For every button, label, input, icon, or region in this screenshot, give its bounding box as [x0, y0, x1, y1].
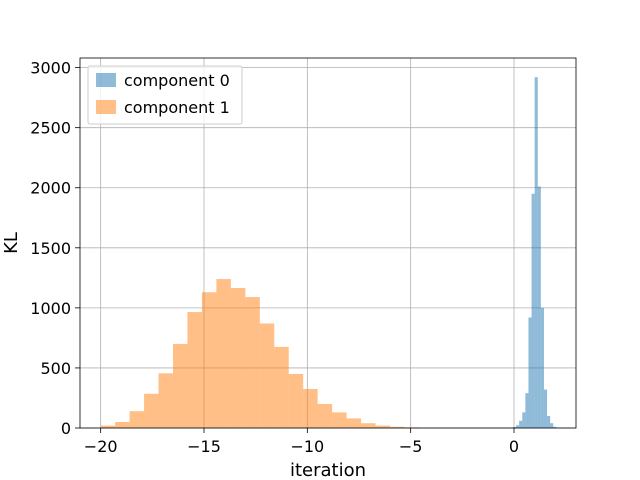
legend-label-component-0: component 0	[124, 71, 230, 90]
bar-series-0-bin-12	[550, 423, 554, 428]
bars	[100, 77, 557, 429]
y-tick-label: 3000	[30, 59, 71, 78]
y-tick-label: 500	[40, 359, 71, 378]
bar-series-1-bin-18	[361, 423, 376, 428]
x-tick-label: −20	[84, 437, 118, 456]
legend-swatch-component-1	[96, 100, 116, 114]
bar-series-0-bin-8	[537, 186, 541, 428]
bar-series-1-bin-6	[187, 312, 202, 428]
bar-series-0-bin-2	[519, 420, 523, 428]
legend-label-component-1: component 1	[124, 98, 230, 117]
x-tick-label: −5	[399, 437, 423, 456]
bar-series-1-bin-17	[346, 418, 362, 428]
x-tick-label: −15	[187, 437, 221, 456]
bar-series-1-bin-20	[390, 426, 405, 428]
y-tick-label: 2500	[30, 119, 71, 138]
y-tick-label: 1000	[30, 299, 71, 318]
bar-series-1-bin-0	[100, 425, 116, 428]
y-tick-label: 0	[61, 419, 71, 438]
bar-series-1-bin-11	[259, 323, 275, 428]
bar-series-0-bin-0	[512, 427, 517, 428]
x-ticks: −20 −15 −10 −5 0	[84, 428, 519, 456]
bar-series-0-bin-3	[522, 412, 526, 428]
legend-swatch-component-0	[96, 73, 116, 87]
bar-series-0-bin-7	[534, 77, 538, 429]
legend: component 0 component 1	[87, 65, 243, 125]
y-axis-label: KL	[1, 232, 22, 254]
bar-series-0-bin-4	[525, 393, 529, 428]
bar-series-1-bin-1	[115, 421, 130, 428]
y-tick-label: 2000	[30, 179, 71, 198]
bar-series-0-bin-5	[528, 317, 532, 428]
bar-series-1-bin-16	[332, 412, 347, 428]
x-axis-label: iteration	[290, 460, 366, 480]
legend-box	[87, 65, 243, 125]
bar-series-0-bin-11	[547, 415, 551, 428]
x-tick-label: 0	[509, 437, 519, 456]
bar-series-1-bin-2	[129, 411, 145, 428]
bar-series-1-bin-9	[230, 288, 246, 428]
bar-series-1-bin-3	[144, 393, 159, 428]
bar-series-1-bin-10	[245, 297, 260, 428]
bar-series-0-bin-6	[531, 193, 535, 428]
bar-series-1-bin-15	[317, 403, 333, 428]
bar-series-0-bin-13	[553, 426, 557, 428]
y-ticks: 0 500 1000 1500 2000 2500 3000	[30, 59, 80, 438]
bar-series-1-bin-14	[303, 388, 318, 428]
bar-series-1-bin-7	[201, 292, 217, 428]
bar-series-0-bin-10	[543, 389, 548, 428]
y-tick-label: 1500	[30, 239, 71, 258]
bar-series-1-bin-8	[216, 279, 231, 428]
plot-frame	[79, 57, 577, 429]
bar-series-1-bin-19	[375, 425, 390, 428]
bar-series-0-bin-1	[516, 425, 520, 428]
bar-series-1-bin-4	[158, 373, 173, 428]
gridlines	[80, 58, 576, 429]
bar-series-0-bin-9	[540, 307, 544, 428]
bar-series-1-bin-12	[274, 346, 289, 428]
bar-series-1-bin-13	[288, 373, 304, 428]
x-tick-label: −10	[290, 437, 324, 456]
bar-series-1-bin-5	[173, 343, 188, 428]
